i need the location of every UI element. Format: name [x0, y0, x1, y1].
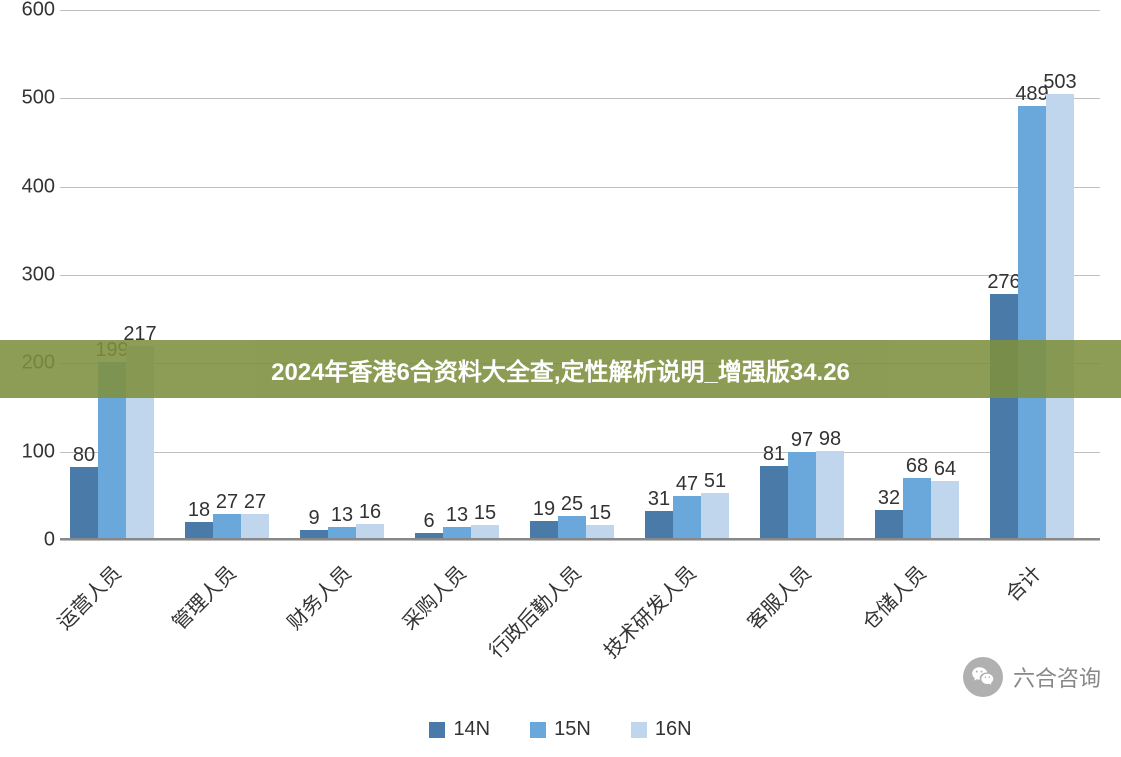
chart-container: 0100200300400500600801992171827279131661…: [60, 10, 1100, 560]
bar: [990, 294, 1018, 538]
y-tick-label: 300: [10, 264, 55, 287]
bar-value-label: 31: [648, 488, 670, 511]
wechat-icon: [963, 657, 1003, 697]
overlay-band: 2024年香港6合资料大全查,定性解析说明_增强版34.26: [0, 340, 1121, 398]
bar: [530, 521, 558, 538]
x-category-label: 行政后勤人员: [481, 558, 586, 663]
bar: [645, 511, 673, 538]
bar-value-label: 51: [704, 470, 726, 493]
x-category-label: 仓储人员: [854, 558, 931, 635]
bar: [1046, 94, 1074, 538]
y-tick-label: 500: [10, 87, 55, 110]
x-category-label: 技术研发人员: [596, 558, 701, 663]
bar: [760, 466, 788, 538]
bar: [701, 493, 729, 538]
legend-swatch: [530, 722, 546, 738]
bar: [558, 516, 586, 538]
gridline: [60, 10, 1100, 11]
bar-value-label: 64: [934, 458, 956, 481]
legend-item: 14N: [429, 718, 490, 741]
legend-label: 15N: [554, 718, 591, 741]
bar: [673, 496, 701, 538]
bar: [471, 525, 499, 538]
gridline: [60, 98, 1100, 99]
bar-value-label: 13: [331, 504, 353, 527]
watermark-text: 六合咨询: [1013, 661, 1101, 693]
x-category-label: 合计: [998, 558, 1047, 607]
bar-value-label: 15: [474, 502, 496, 525]
bar: [185, 522, 213, 538]
bar-value-label: 68: [906, 455, 928, 478]
overlay-text: 2024年香港6合资料大全查,定性解析说明_增强版34.26: [271, 352, 850, 387]
legend-label: 16N: [655, 718, 692, 741]
x-category-label: 客服人员: [739, 558, 816, 635]
bar: [816, 451, 844, 538]
x-category-label: 管理人员: [164, 558, 241, 635]
bar: [213, 514, 241, 538]
y-tick-label: 0: [10, 529, 55, 552]
bar-value-label: 27: [216, 491, 238, 514]
bar: [300, 530, 328, 538]
bar: [875, 510, 903, 538]
bar-value-label: 6: [423, 510, 434, 533]
bar-value-label: 276: [987, 271, 1020, 294]
bar-value-label: 32: [878, 487, 900, 510]
bar-value-label: 16: [359, 501, 381, 524]
bar-value-label: 18: [188, 499, 210, 522]
bar-value-label: 9: [308, 507, 319, 530]
gridline: [60, 540, 1100, 541]
bar: [415, 533, 443, 538]
bar-value-label: 97: [791, 429, 813, 452]
legend-item: 15N: [530, 718, 591, 741]
gridline: [60, 275, 1100, 276]
bar-value-label: 13: [446, 504, 468, 527]
x-category-label: 财务人员: [279, 558, 356, 635]
gridline: [60, 452, 1100, 453]
bar: [328, 527, 356, 538]
bar-value-label: 15: [589, 502, 611, 525]
bar-value-label: 47: [676, 473, 698, 496]
bar: [931, 481, 959, 538]
y-tick-label: 600: [10, 0, 55, 22]
bar: [443, 527, 471, 538]
x-category-label: 运营人员: [49, 558, 126, 635]
legend: 14N 15N 16N: [0, 718, 1121, 741]
bar-value-label: 503: [1043, 71, 1076, 94]
bar: [70, 467, 98, 538]
bar: [356, 524, 384, 538]
y-tick-label: 100: [10, 440, 55, 463]
legend-swatch: [429, 722, 445, 738]
plot-area: 0100200300400500600801992171827279131661…: [60, 10, 1100, 540]
bar-value-label: 25: [561, 493, 583, 516]
y-tick-label: 400: [10, 175, 55, 198]
legend-item: 16N: [631, 718, 692, 741]
bar: [1018, 106, 1046, 538]
bar: [903, 478, 931, 538]
x-category-label: 采购人员: [394, 558, 471, 635]
bar-value-label: 80: [73, 444, 95, 467]
bar: [241, 514, 269, 538]
bar-value-label: 98: [819, 428, 841, 451]
gridline: [60, 187, 1100, 188]
legend-label: 14N: [453, 718, 490, 741]
watermark: 六合咨询: [963, 657, 1101, 697]
bar-value-label: 19: [533, 498, 555, 521]
bar: [586, 525, 614, 538]
bar-value-label: 27: [244, 491, 266, 514]
bar: [788, 452, 816, 538]
legend-swatch: [631, 722, 647, 738]
bar-value-label: 81: [763, 443, 785, 466]
